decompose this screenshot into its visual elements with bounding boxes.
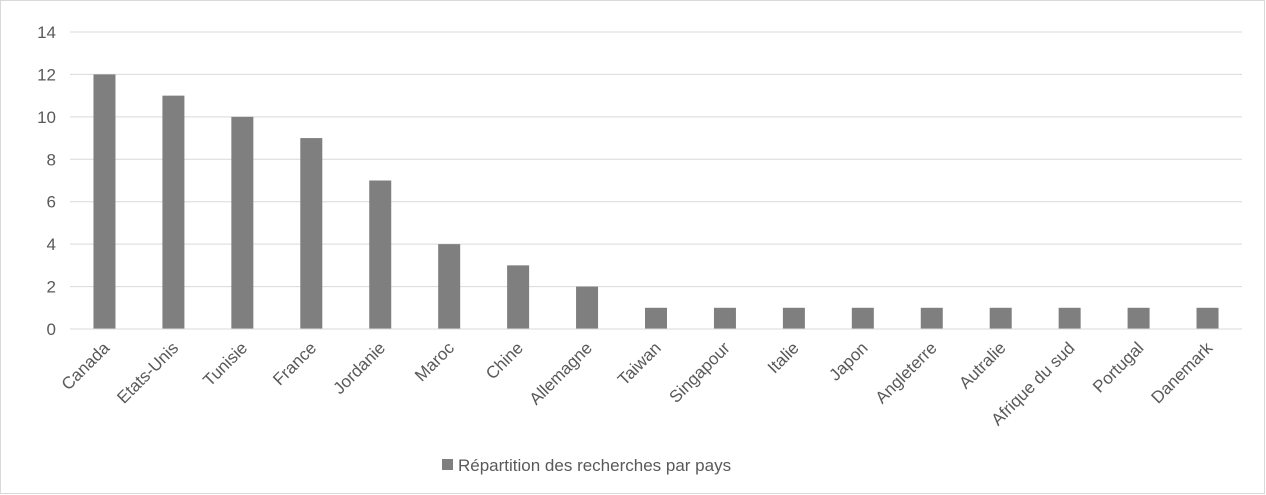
bar bbox=[989, 307, 1012, 329]
bar bbox=[713, 307, 736, 329]
y-tick-label: 2 bbox=[47, 278, 56, 297]
y-tick-label: 14 bbox=[37, 23, 56, 42]
legend-swatch bbox=[442, 459, 453, 470]
bar bbox=[920, 307, 943, 329]
bar bbox=[231, 116, 254, 329]
bar bbox=[369, 180, 392, 329]
bar bbox=[162, 95, 185, 330]
bar bbox=[507, 265, 530, 329]
y-tick-label: 6 bbox=[47, 193, 56, 212]
bar bbox=[851, 307, 874, 329]
bar bbox=[1058, 307, 1081, 329]
legend-label: Répartition des recherches par pays bbox=[458, 456, 731, 475]
bar bbox=[1196, 307, 1219, 329]
y-tick-label: 12 bbox=[37, 65, 56, 84]
y-tick-label: 10 bbox=[37, 108, 56, 127]
bar bbox=[1127, 307, 1150, 329]
bar bbox=[438, 244, 461, 329]
bar bbox=[300, 138, 323, 329]
bar bbox=[645, 307, 667, 329]
bar bbox=[782, 307, 805, 329]
y-tick-label: 0 bbox=[47, 320, 56, 339]
bar bbox=[93, 74, 116, 329]
y-tick-label: 4 bbox=[47, 235, 56, 254]
y-tick-label: 8 bbox=[47, 150, 56, 169]
bar bbox=[576, 286, 599, 329]
